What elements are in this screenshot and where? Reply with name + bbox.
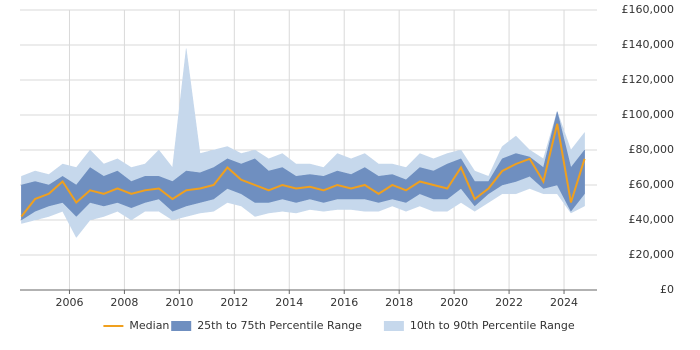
range-band (21, 48, 585, 238)
x-tick-label: 2014 (275, 296, 303, 309)
x-tick-label: 2006 (55, 296, 83, 309)
x-tick-label: 2024 (550, 296, 578, 309)
x-tick-label: 2022 (495, 296, 523, 309)
y-tick-label: £120,000 (622, 73, 675, 86)
x-tick-label: 2018 (385, 296, 413, 309)
legend-swatch (171, 321, 192, 331)
x-tick-label: 2016 (330, 296, 358, 309)
x-tick-label: 2020 (440, 296, 468, 309)
range-band (21, 111, 585, 221)
median-line (20, 123, 586, 218)
y-tick-label: £0 (660, 283, 674, 296)
legend-label: 10th to 90th Percentile Range (410, 319, 575, 332)
x-tick-label: 2008 (110, 296, 138, 309)
x-tick-label: 2010 (165, 296, 193, 309)
y-tick-label: £80,000 (629, 143, 675, 156)
y-tick-label: £100,000 (622, 108, 675, 121)
y-tick-label: £160,000 (622, 3, 675, 16)
y-tick-label: £140,000 (622, 38, 675, 51)
y-tick-label: £40,000 (629, 213, 675, 226)
y-tick-label: £20,000 (629, 248, 675, 261)
x-tick-label: 2012 (220, 296, 248, 309)
legend-swatch (383, 321, 404, 331)
legend-label: Median (129, 319, 169, 332)
legend-label: 25th to 75th Percentile Range (197, 319, 362, 332)
y-tick-label: £60,000 (629, 178, 675, 191)
